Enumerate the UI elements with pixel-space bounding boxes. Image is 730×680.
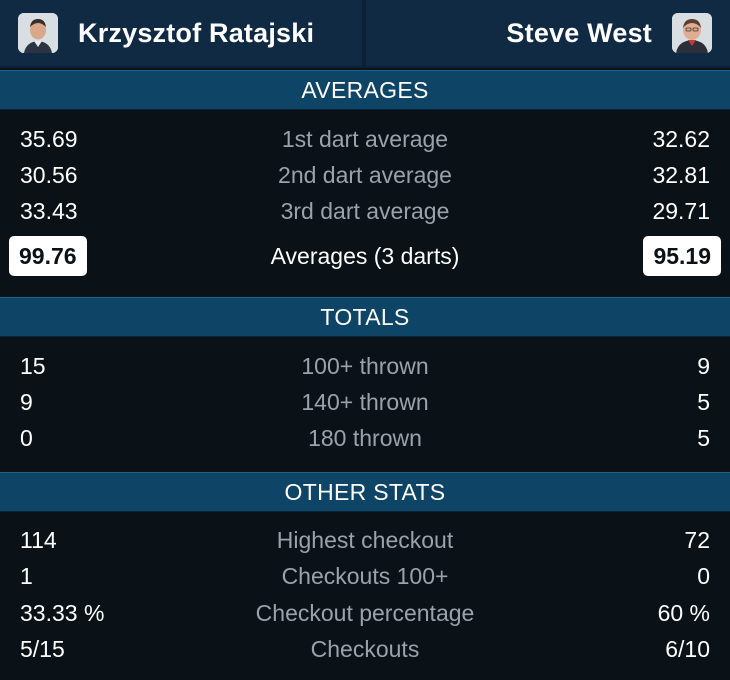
stat-left-value: 0: [20, 425, 33, 451]
stat-left-value: 1: [20, 563, 33, 589]
stat-row-checkout-percentage: 33.33 % Checkout percentage 60 %: [0, 595, 730, 631]
averages-section: 35.69 1st dart average 32.62 30.56 2nd d…: [0, 110, 730, 296]
stat-left-value: 30.56: [20, 162, 78, 188]
stat-right-value: 72: [684, 527, 710, 553]
stat-row-highest-checkout: 114 Highest checkout 72: [0, 522, 730, 558]
average-badge-left: 99.76: [9, 236, 87, 276]
stat-row-checkouts: 5/15 Checkouts 6/10: [0, 631, 730, 667]
stat-row-100-plus-thrown: 15 100+ thrown 9: [0, 348, 730, 384]
stat-right-value: 29.71: [652, 198, 710, 224]
player-right[interactable]: Steve West: [366, 0, 730, 66]
player-right-avatar: [672, 13, 712, 53]
stat-right-value: 60 %: [657, 600, 710, 626]
player-left-avatar: [18, 13, 58, 53]
stat-left-value: 15: [20, 353, 46, 379]
stat-label: Averages (3 darts): [270, 243, 460, 269]
stat-label: 2nd dart average: [278, 162, 452, 188]
stat-right-value: 32.62: [652, 126, 710, 152]
player-right-name: Steve West: [506, 17, 652, 48]
match-header: Krzysztof Ratajski Steve West: [0, 0, 730, 68]
section-title-averages: AVERAGES: [301, 76, 429, 103]
stat-label: Checkouts 100+: [281, 563, 449, 589]
stat-right-value: 5: [697, 389, 710, 415]
other-stats-section: 114 Highest checkout 72 1 Checkouts 100+…: [0, 512, 730, 680]
stat-right-value: 5: [697, 425, 710, 451]
section-header-totals: TOTALS: [0, 297, 730, 337]
player-left-name: Krzysztof Ratajski: [78, 17, 315, 48]
stat-left-value: 5/15: [20, 636, 65, 662]
section-header-other-stats: OTHER STATS: [0, 472, 730, 512]
stat-label: 1st dart average: [281, 126, 449, 152]
stat-row-checkouts-100-plus: 1 Checkouts 100+ 0: [0, 558, 730, 594]
stat-row-140-plus-thrown: 9 140+ thrown 5: [0, 384, 730, 420]
average-badge-right: 95.19: [643, 236, 721, 276]
section-title-other-stats: OTHER STATS: [284, 478, 446, 505]
section-header-averages: AVERAGES: [0, 70, 730, 110]
player-left[interactable]: Krzysztof Ratajski: [0, 0, 362, 66]
stat-left-value: 33.33 %: [20, 600, 105, 626]
stat-label: 140+ thrown: [301, 389, 429, 415]
stat-label: 3rd dart average: [280, 198, 450, 224]
stat-label: 100+ thrown: [301, 353, 429, 379]
stat-right-value: 0: [697, 563, 710, 589]
stat-row-3rd-dart-average: 33.43 3rd dart average 29.71: [0, 193, 730, 229]
stat-label: Highest checkout: [276, 527, 454, 553]
stat-right-value: 9: [697, 353, 710, 379]
stat-right-value: 32.81: [652, 162, 710, 188]
stat-label: Checkout percentage: [255, 600, 475, 626]
stat-left-value: 35.69: [20, 126, 78, 152]
stat-label: 180 thrown: [308, 425, 422, 451]
stat-right-value: 6/10: [665, 636, 710, 662]
section-title-totals: TOTALS: [320, 303, 410, 330]
stat-left-value: 9: [20, 389, 33, 415]
stat-left-value: 33.43: [20, 198, 78, 224]
stat-row-180-thrown: 0 180 thrown 5: [0, 420, 730, 456]
totals-section: 15 100+ thrown 9 9 140+ thrown 5 0 180 t…: [0, 337, 730, 471]
stat-row-averages-3-darts: 99.76 Averages (3 darts) 95.19: [0, 236, 730, 280]
stat-left-value: 114: [20, 527, 57, 553]
stat-label: Checkouts: [310, 636, 420, 662]
stat-row-2nd-dart-average: 30.56 2nd dart average 32.81: [0, 157, 730, 193]
stat-row-1st-dart-average: 35.69 1st dart average 32.62: [0, 121, 730, 157]
